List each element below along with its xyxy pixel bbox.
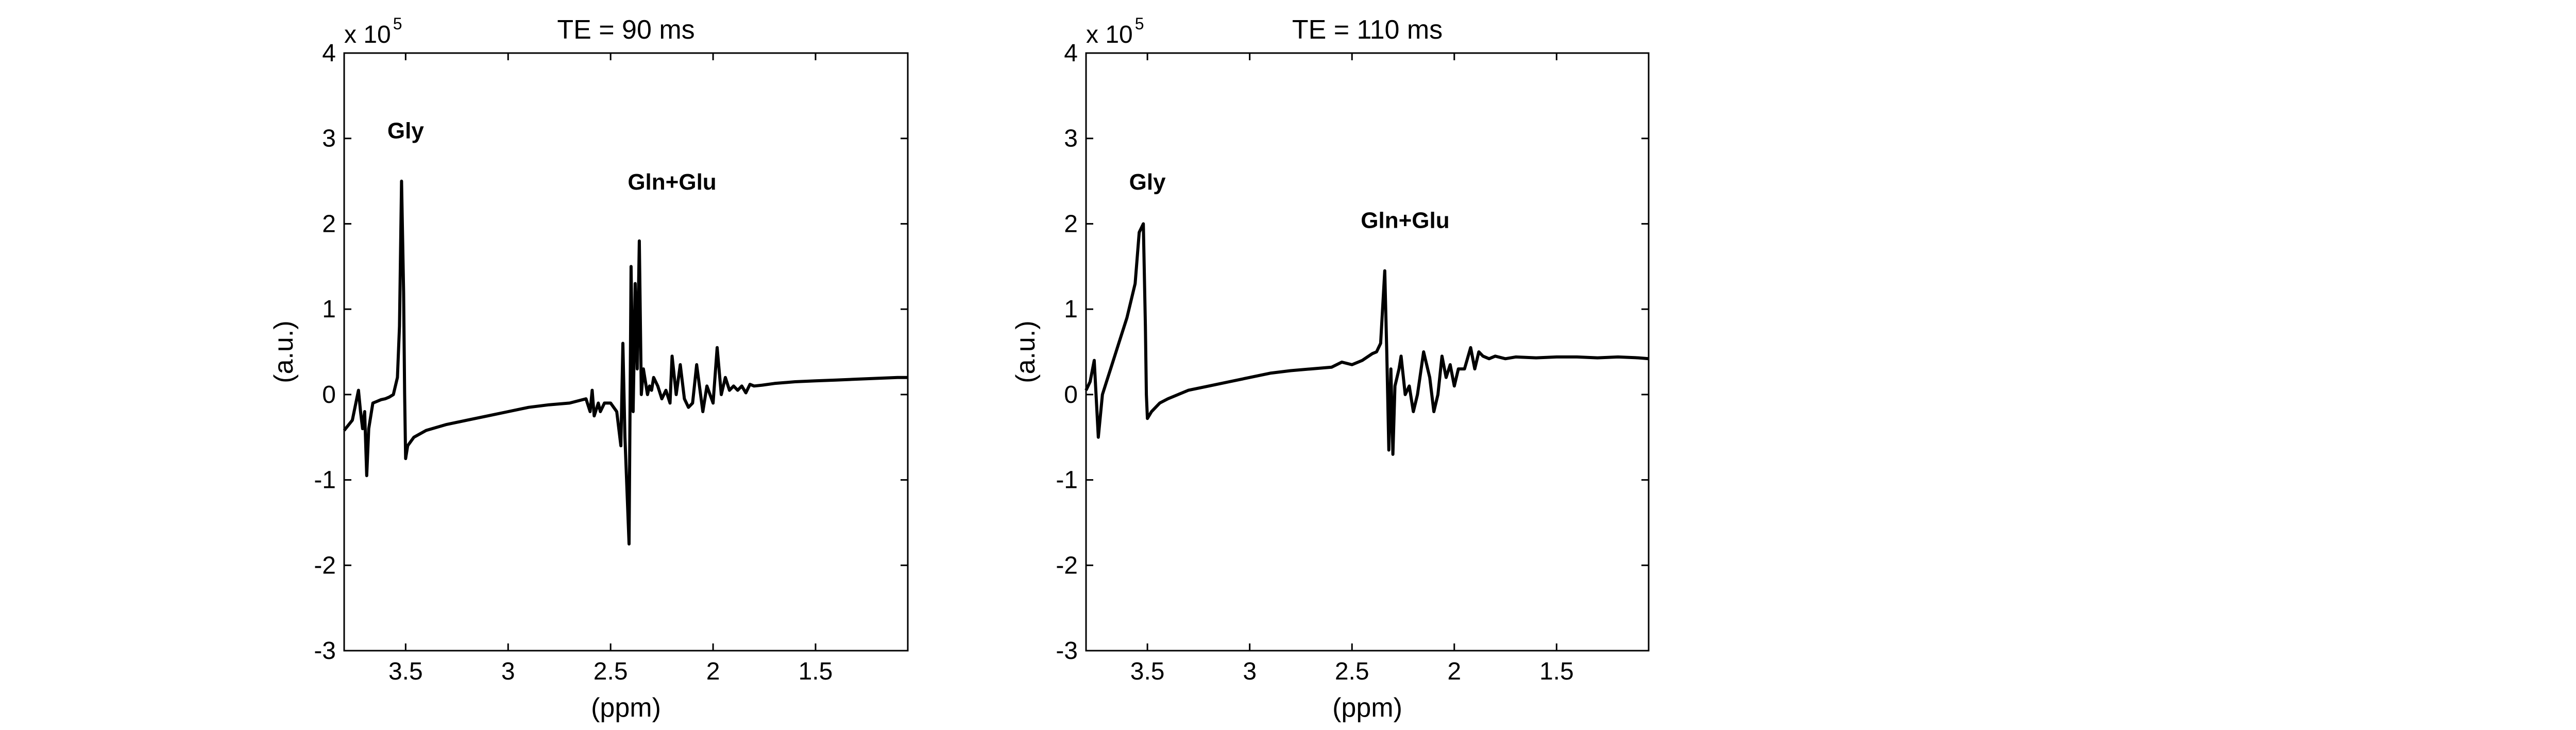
y-tick-label: 1 xyxy=(1064,296,1078,323)
y-tick-label: -2 xyxy=(314,552,336,579)
y-tick-label: 3 xyxy=(1064,125,1078,152)
y-tick-label: -1 xyxy=(1056,467,1078,494)
x-tick-label: 2.5 xyxy=(594,658,628,685)
x-tick-label: 3.5 xyxy=(1130,658,1165,685)
y-axis-multiplier: x 10 xyxy=(1086,21,1133,48)
plot-area-frame xyxy=(343,52,909,652)
series-line-spectrum xyxy=(1084,222,1649,456)
y-tick-label: 4 xyxy=(322,40,336,67)
x-tick-label: 2 xyxy=(706,658,720,685)
series-line-spectrum xyxy=(343,179,908,546)
peak-annotation-gly: Gly xyxy=(387,118,424,144)
x-tick-label: 3 xyxy=(501,658,515,685)
y-tick-label: -1 xyxy=(314,467,336,494)
y-tick-label: 2 xyxy=(1064,210,1078,237)
chart-panel-te-90: 3.5 3 2.5 2 1.5 -3 -2 -1 0 1 2 3 4 x 10 5 TE = 90 ms (pp… xyxy=(269,14,909,723)
y-axis-multiplier: x 10 xyxy=(344,21,391,48)
y-tick-label: 2 xyxy=(322,210,336,237)
y-tick-label: 0 xyxy=(322,381,336,409)
y-tick-label: 4 xyxy=(1064,40,1078,67)
x-tick-label: 1.5 xyxy=(1539,658,1574,685)
x-axis-label: (ppm) xyxy=(591,693,661,723)
peak-annotation-gly: Gly xyxy=(1129,169,1166,195)
peak-annotation-gln-glu: Gln+Glu xyxy=(1361,208,1449,233)
chart-title: TE = 90 ms xyxy=(557,15,694,45)
x-tick-label: 1.5 xyxy=(799,658,833,685)
y-axis-label: (a.u.) xyxy=(269,320,299,383)
y-tick-label: 0 xyxy=(1064,381,1078,409)
y-tick-label: -3 xyxy=(314,637,336,665)
y-axis-label: (a.u.) xyxy=(1011,320,1041,383)
x-tick-label: 2 xyxy=(1447,658,1461,685)
plot-area-frame xyxy=(1085,52,1650,652)
y-tick-label: -2 xyxy=(1056,552,1078,579)
x-tick-label: 2.5 xyxy=(1335,658,1369,685)
y-tick-label: 3 xyxy=(322,125,336,152)
x-tick-label: 3.5 xyxy=(388,658,423,685)
y-tick-label: 1 xyxy=(322,296,336,323)
x-tick-label: 3 xyxy=(1243,658,1257,685)
peak-annotation-gln-glu: Gln+Glu xyxy=(628,169,716,195)
chart-title: TE = 110 ms xyxy=(1292,15,1443,45)
chart-panel-te-110: 3.5 3 2.5 2 1.5 -3 -2 -1 0 1 2 3 4 x 10 5 TE = 110 ms (p… xyxy=(1011,14,1650,723)
y-axis-exponent: 5 xyxy=(1135,14,1144,33)
y-axis-exponent: 5 xyxy=(393,14,402,33)
x-axis-label: (ppm) xyxy=(1332,693,1402,723)
y-tick-label: -3 xyxy=(1056,637,1078,665)
